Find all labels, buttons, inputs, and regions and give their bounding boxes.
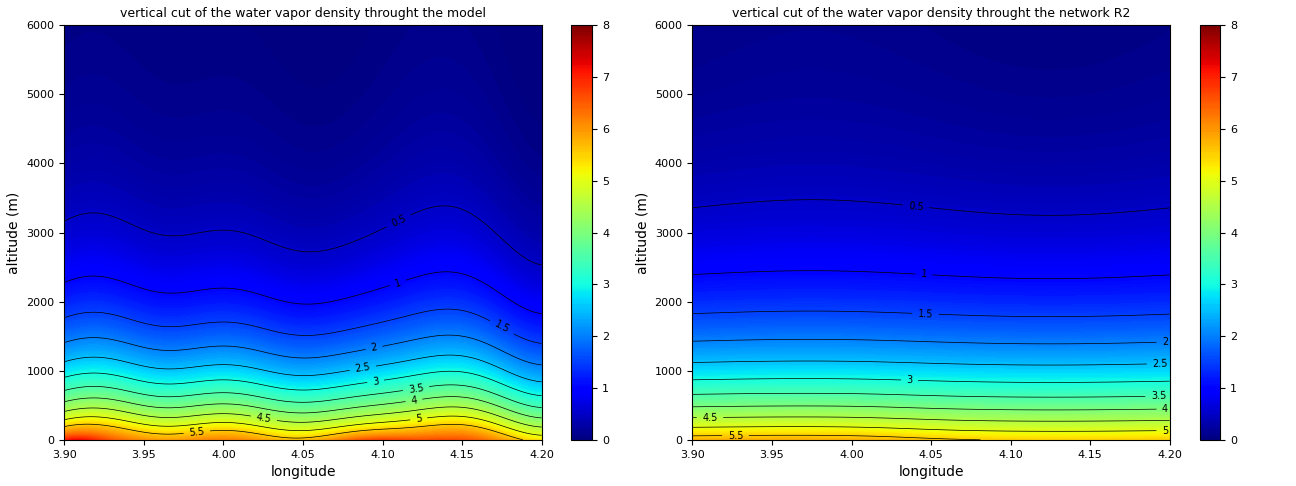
Text: 3: 3 — [372, 376, 380, 387]
Text: 1.5: 1.5 — [918, 309, 933, 319]
Text: 3.5: 3.5 — [408, 382, 424, 395]
Title: vertical cut of the water vapor density throught the model: vertical cut of the water vapor density … — [121, 7, 486, 20]
Text: 5: 5 — [1161, 426, 1168, 435]
Text: 2.5: 2.5 — [354, 362, 371, 374]
Text: 1.5: 1.5 — [492, 319, 511, 335]
Text: 0.5: 0.5 — [390, 213, 408, 228]
Text: 5.5: 5.5 — [189, 426, 205, 438]
Y-axis label: altitude (m): altitude (m) — [635, 191, 649, 274]
Text: 1: 1 — [394, 277, 402, 289]
Text: 4: 4 — [411, 395, 417, 406]
Y-axis label: altitude (m): altitude (m) — [6, 191, 21, 274]
Text: 0.5: 0.5 — [907, 201, 924, 212]
Text: 2.5: 2.5 — [1152, 359, 1168, 369]
Text: 2: 2 — [371, 343, 378, 353]
Text: 5: 5 — [415, 414, 422, 424]
Text: 1: 1 — [920, 269, 927, 279]
Text: 2: 2 — [1161, 337, 1168, 347]
Text: 3.5: 3.5 — [1151, 391, 1166, 401]
X-axis label: longitude: longitude — [271, 465, 336, 479]
Text: 4.5: 4.5 — [255, 412, 272, 424]
Text: 3: 3 — [906, 375, 912, 385]
Text: 5.5: 5.5 — [728, 431, 744, 440]
X-axis label: longitude: longitude — [898, 465, 964, 479]
Text: 4: 4 — [1161, 404, 1168, 414]
Title: vertical cut of the water vapor density throught the network R2: vertical cut of the water vapor density … — [732, 7, 1130, 20]
Text: 4.5: 4.5 — [702, 413, 718, 423]
